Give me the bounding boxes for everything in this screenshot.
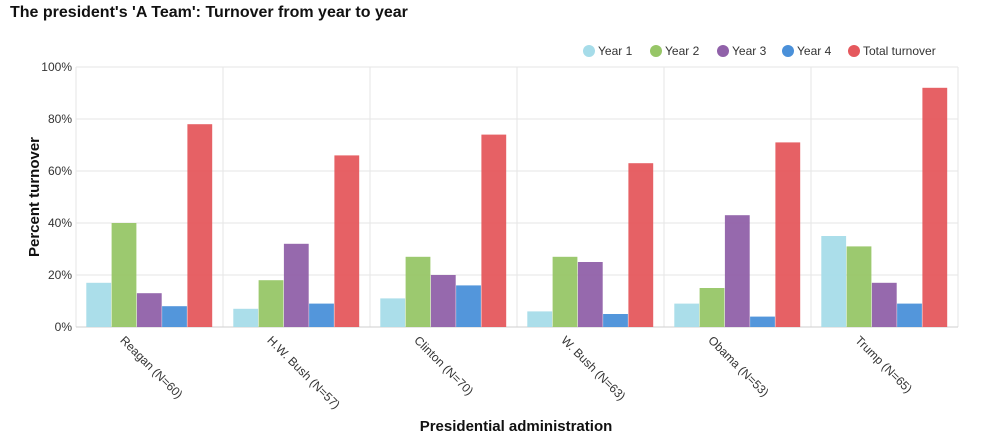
bars xyxy=(86,87,948,327)
x-axis: Reagan (N=60) H.W. Bush (N=57) Clinton (N=… xyxy=(117,333,915,412)
legend-label: Year 3 xyxy=(732,44,767,58)
bar-year-1[interactable] xyxy=(86,282,112,327)
bar-total-turnover[interactable] xyxy=(922,87,948,327)
x-tick-label: H.W. Bush (N=57) xyxy=(264,333,343,412)
y-tick-label: 0% xyxy=(55,320,73,334)
bar-year-1[interactable] xyxy=(674,303,700,327)
x-tick-label: W. Bush (N=63) xyxy=(558,333,628,403)
bar-total-turnover[interactable] xyxy=(334,155,360,327)
legend-swatch xyxy=(848,45,860,57)
legend-label: Year 1 xyxy=(598,44,633,58)
x-tick-label: Trump (N=65) xyxy=(852,333,915,396)
bar-year-4[interactable] xyxy=(750,316,775,327)
x-axis-title: Presidential administration xyxy=(420,418,613,435)
legend-swatch xyxy=(717,45,729,57)
bar-total-turnover[interactable] xyxy=(775,142,801,327)
bar-year-3[interactable] xyxy=(430,275,456,327)
bar-year-1[interactable] xyxy=(380,298,406,327)
x-tick-label: Reagan (N=60) xyxy=(117,333,185,401)
legend-item[interactable]: Year 1 xyxy=(583,44,633,58)
legend: Year 1 Year 2 Year 3 Year 4 Total turnover xyxy=(583,44,936,58)
legend-item[interactable]: Year 4 xyxy=(782,44,832,58)
bar-year-3[interactable] xyxy=(283,243,309,327)
bar-year-4[interactable] xyxy=(603,314,628,327)
bar-year-1[interactable] xyxy=(821,236,847,327)
legend-label: Year 2 xyxy=(665,44,700,58)
bar-year-4[interactable] xyxy=(162,306,187,327)
legend-item[interactable]: Year 2 xyxy=(650,44,700,58)
bar-year-3[interactable] xyxy=(136,293,162,327)
bar-year-3[interactable] xyxy=(577,262,603,327)
bar-year-4[interactable] xyxy=(897,303,922,327)
legend-item[interactable]: Total turnover xyxy=(848,44,936,58)
bar-year-2[interactable] xyxy=(552,256,578,327)
bar-total-turnover[interactable] xyxy=(187,124,213,327)
bar-year-1[interactable] xyxy=(233,308,259,327)
x-tick-label: Clinton (N=70) xyxy=(411,333,476,398)
y-axis: 0% 20% 40% 60% 80% 100% xyxy=(41,60,72,334)
y-tick-label: 60% xyxy=(48,164,72,178)
bar-year-4[interactable] xyxy=(456,285,481,327)
y-axis-title: Percent turnover xyxy=(26,137,43,257)
legend-label: Year 4 xyxy=(797,44,832,58)
legend-swatch xyxy=(583,45,595,57)
chart-title: The president's 'A Team': Turnover from … xyxy=(10,4,408,21)
bar-year-1[interactable] xyxy=(527,311,553,327)
y-tick-label: 40% xyxy=(48,216,72,230)
legend-swatch xyxy=(782,45,794,57)
bar-year-3[interactable] xyxy=(871,282,897,327)
bar-year-2[interactable] xyxy=(699,288,725,327)
bar-total-turnover[interactable] xyxy=(481,134,507,327)
bar-total-turnover[interactable] xyxy=(628,163,654,327)
legend-item[interactable]: Year 3 xyxy=(717,44,767,58)
y-tick-label: 80% xyxy=(48,112,72,126)
legend-label: Total turnover xyxy=(863,44,936,58)
bar-year-2[interactable] xyxy=(405,256,431,327)
y-tick-label: 20% xyxy=(48,268,72,282)
bar-year-2[interactable] xyxy=(258,280,284,327)
y-tick-label: 100% xyxy=(41,60,72,74)
grid xyxy=(75,66,959,328)
legend-swatch xyxy=(650,45,662,57)
bar-year-2[interactable] xyxy=(111,223,137,327)
bar-year-2[interactable] xyxy=(846,246,872,327)
bar-year-3[interactable] xyxy=(724,215,750,327)
x-tick-label: Obama (N=53) xyxy=(705,333,771,399)
bar-year-4[interactable] xyxy=(309,303,334,327)
